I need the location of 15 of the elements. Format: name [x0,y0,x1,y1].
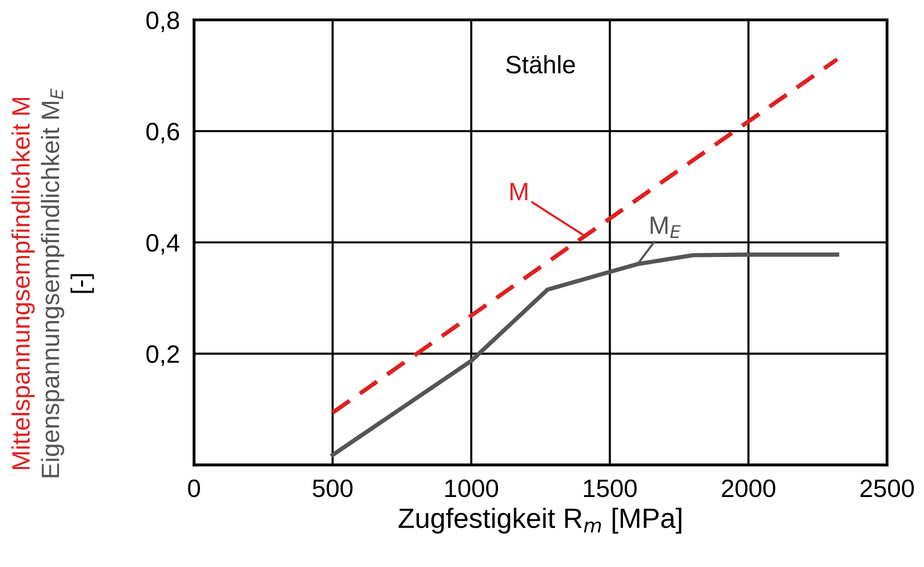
x-tick-label: 2000 [722,479,776,498]
y-tick-label: 0,8 [146,11,180,32]
x-tick-label: 1000 [445,479,498,498]
series-label: M$_{E}$ [650,216,681,238]
text: Stähle [506,55,575,74]
x-axis-title: Zugfestigkeit R$_{m}$ [MPa] [398,508,682,534]
y-tick-label: 0,6 [146,122,180,144]
x-tick-label: 2500 [860,479,914,498]
text: Mittelspannungsempfindlichkeit M Eigenspannungsempfindlichkeit M$_{E}$ [-] [11,88,94,478]
text: M [510,183,528,200]
y-tick-label: 0,2 [146,345,179,366]
y-tick-label: 0,4 [146,234,180,255]
x-tick-label: 0 [188,479,200,498]
x-tick-label: 1500 [584,479,637,498]
x-tick-label: 500 [312,479,353,498]
